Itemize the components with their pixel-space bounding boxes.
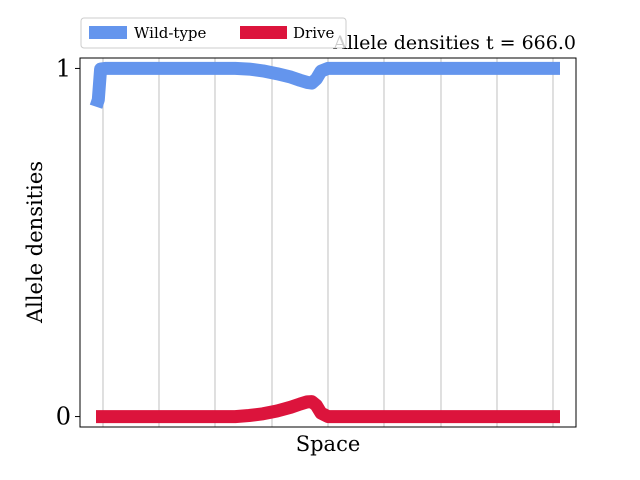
grid-lines bbox=[102, 58, 554, 427]
y-axis-label: Allele densities bbox=[23, 161, 47, 324]
legend-label-wild-type: Wild-type bbox=[134, 24, 207, 42]
legend: Wild-type Drive bbox=[80, 17, 347, 49]
y-tick-label-0: 0 bbox=[56, 403, 71, 431]
legend-label-drive: Drive bbox=[293, 24, 334, 42]
legend-swatch-drive bbox=[240, 26, 287, 39]
plot-frame bbox=[79, 57, 577, 428]
x-axis-label: Space bbox=[296, 432, 361, 456]
legend-swatch-wild-type bbox=[89, 26, 127, 39]
series-line-wild-type bbox=[89, 61, 560, 109]
y-tick-label-1: 1 bbox=[56, 54, 71, 82]
y-axis-ticks: 01 bbox=[56, 54, 80, 431]
chart-title: Allele densities t = 666.0 bbox=[332, 32, 576, 54]
series-line-drive bbox=[96, 395, 560, 424]
series-lines bbox=[89, 61, 560, 424]
legend-box bbox=[80, 17, 347, 49]
